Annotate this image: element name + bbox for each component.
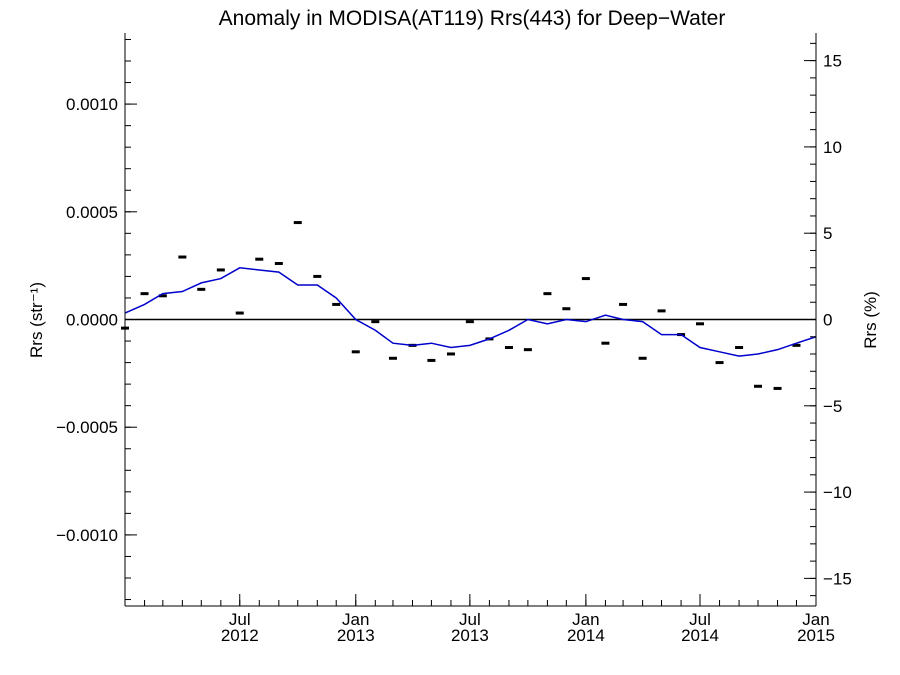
x-tick-year: 2012 [221, 626, 259, 645]
anomaly-point [313, 274, 322, 278]
anomaly-point [601, 341, 610, 345]
anomaly-point [753, 384, 762, 388]
left-y-axis-label: Rrs (str⁻¹) [27, 282, 46, 358]
right-tick-label: 0 [823, 311, 832, 330]
anomaly-point [158, 294, 167, 298]
x-tick-month: Jan [342, 610, 369, 629]
x-tick-month: Jul [689, 610, 711, 629]
right-tick-label: −5 [823, 397, 842, 416]
x-tick-month: Jul [459, 610, 481, 629]
anomaly-point [773, 386, 782, 390]
anomaly-point [465, 320, 474, 324]
anomaly-point [543, 292, 552, 296]
x-tick-year: 2013 [337, 626, 375, 645]
anomaly-point [695, 322, 704, 326]
left-tick-label: 0.0010 [66, 95, 118, 114]
anomaly-point [657, 309, 666, 313]
x-axis: Jul2012Jan2013Jul2013Jan2014Jul2014Jan20… [124, 594, 835, 645]
anomaly-point [140, 292, 149, 296]
plot-area [121, 221, 817, 390]
right-tick-label: −15 [823, 569, 852, 588]
right-y-axis: −15 −10 −5 0 5 10 15 [804, 33, 852, 606]
x-tick-month: Jan [572, 610, 599, 629]
anomaly-point [216, 268, 225, 272]
anomaly-point [235, 311, 244, 315]
anomaly-point [581, 277, 590, 281]
smoothed-anomaly-line [124, 267, 817, 357]
x-tick-month: Jan [802, 610, 829, 629]
anomaly-point [523, 348, 532, 352]
right-tick-label: −10 [823, 483, 852, 502]
x-tick-year: 2015 [797, 626, 835, 645]
right-y-axis-label: Rrs (%) [861, 291, 880, 349]
anomaly-point [388, 356, 397, 360]
right-tick-label: 15 [823, 52, 842, 71]
anomaly-point [735, 346, 744, 350]
left-tick-label: 0.0005 [66, 203, 118, 222]
x-tick-year: 2014 [567, 626, 605, 645]
anomaly-point [562, 307, 571, 311]
anomaly-point [293, 221, 302, 225]
left-tick-label: −0.0005 [56, 418, 118, 437]
x-tick-year: 2014 [681, 626, 719, 645]
left-tick-label: −0.0010 [56, 526, 118, 545]
anomaly-point [638, 356, 647, 360]
x-tick-year: 2013 [451, 626, 489, 645]
anomaly-point [371, 320, 380, 324]
anomaly-point [255, 257, 264, 261]
left-tick-label: 0.0000 [66, 311, 118, 330]
anomaly-point [446, 352, 455, 356]
x-tick-month: Jul [229, 610, 251, 629]
anomaly-point [332, 302, 341, 306]
right-tick-label: 5 [823, 224, 832, 243]
anomaly-point [619, 302, 628, 306]
anomaly-point [197, 287, 206, 291]
anomaly-point [792, 343, 801, 347]
anomaly-point [427, 358, 436, 362]
right-tick-label: 10 [823, 138, 842, 157]
chart-title: Anomaly in MODISA(AT119) Rrs(443) for De… [219, 7, 726, 30]
anomaly-point [351, 350, 360, 354]
anomaly-point [178, 255, 187, 259]
anomaly-point [274, 261, 283, 265]
anomaly-point [715, 361, 724, 365]
left-y-axis: −0.0010 −0.0005 0.0000 0.0005 0.0010 [56, 33, 137, 606]
anomaly-point [504, 346, 513, 350]
